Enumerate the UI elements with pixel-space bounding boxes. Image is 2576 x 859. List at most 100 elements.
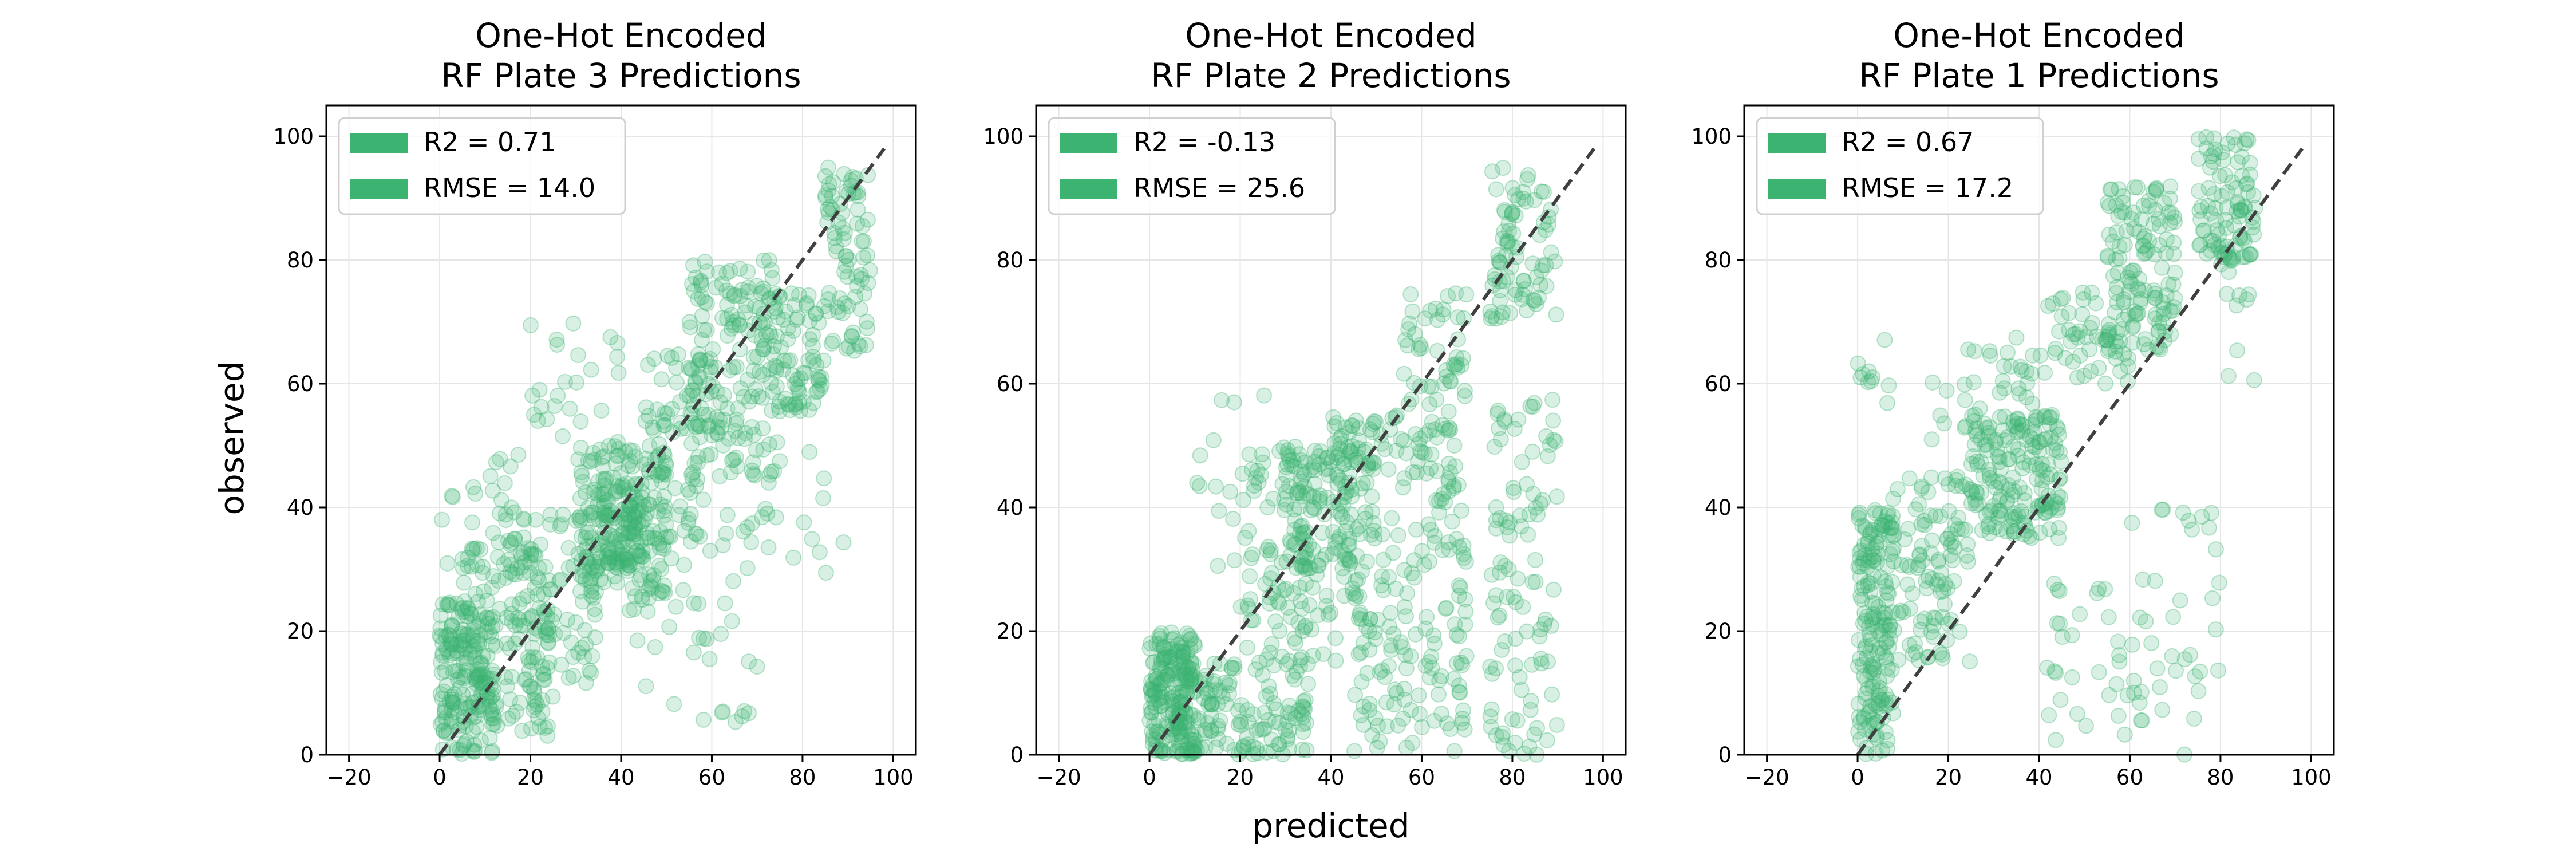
data-point (639, 505, 655, 522)
data-point (614, 477, 631, 494)
data-point (2012, 479, 2028, 495)
legend-label: RMSE = 25.6 (1133, 172, 1305, 203)
data-point (810, 368, 827, 385)
data-point (1179, 670, 1196, 686)
data-point (618, 551, 634, 568)
data-point (478, 669, 495, 685)
data-point (2097, 375, 2113, 392)
data-point (1232, 598, 1249, 615)
data-point (571, 510, 587, 526)
data-point (1396, 470, 1413, 487)
data-point (637, 413, 654, 430)
data-point (1524, 574, 1541, 590)
data-point (630, 503, 646, 520)
data-point (440, 643, 456, 660)
data-point (472, 674, 488, 691)
data-point (438, 677, 455, 694)
data-point (1205, 432, 1222, 448)
data-point (621, 557, 638, 574)
data-point (527, 547, 544, 564)
data-point (692, 369, 708, 386)
data-point (615, 551, 631, 568)
data-point (471, 635, 488, 652)
data-point (577, 530, 594, 546)
data-point (443, 688, 460, 705)
data-point (740, 263, 756, 280)
data-point (2118, 223, 2135, 239)
data-point (1442, 421, 1459, 438)
data-point (1878, 592, 1895, 609)
data-point (745, 454, 761, 471)
data-point (1879, 395, 1895, 411)
data-point (1524, 255, 1541, 272)
data-point (472, 667, 488, 683)
data-point (1384, 510, 1400, 526)
data-point (1427, 300, 1444, 317)
data-point (565, 649, 582, 665)
data-point (630, 547, 647, 564)
data-point (1899, 576, 1916, 593)
data-point (488, 695, 504, 712)
x-tick-label: 60 (698, 765, 725, 790)
data-point (788, 312, 805, 328)
data-point (631, 547, 648, 564)
data-point (469, 661, 486, 678)
data-point (627, 526, 643, 543)
data-point (455, 655, 472, 671)
data-point (479, 648, 496, 664)
data-point (573, 528, 590, 545)
data-point (607, 483, 624, 499)
data-point (1262, 685, 1278, 702)
data-point (633, 548, 650, 565)
data-point (749, 659, 765, 675)
data-point (625, 527, 642, 543)
data-point (1496, 223, 1512, 240)
data-point (453, 601, 469, 617)
x-tick-label: 40 (2025, 765, 2052, 790)
data-point (1973, 454, 1989, 470)
data-point (1350, 440, 1366, 456)
data-point (605, 469, 622, 486)
data-point (1852, 369, 1869, 386)
data-point (534, 703, 551, 720)
data-point (1414, 543, 1430, 559)
data-point (1482, 708, 1499, 725)
data-point (568, 614, 584, 631)
data-point (2074, 306, 2091, 322)
data-point (1257, 704, 1273, 721)
data-point (1890, 652, 1907, 668)
data-point (490, 573, 507, 589)
data-point (479, 592, 495, 609)
chart-title: RF Plate 2 Predictions (1151, 56, 1511, 95)
data-point (1507, 657, 1523, 674)
data-point (499, 678, 516, 695)
data-point (613, 479, 629, 496)
data-point (712, 468, 728, 484)
data-point (1451, 577, 1467, 594)
data-point (521, 678, 538, 695)
data-point (1923, 431, 1940, 448)
data-point (583, 583, 599, 600)
data-point (2148, 181, 2164, 198)
data-point (615, 525, 632, 541)
data-point (544, 688, 561, 705)
data-point (560, 669, 577, 686)
data-point (471, 606, 488, 622)
y-tick-label: 20 (1705, 619, 1732, 644)
legend-swatch (350, 133, 408, 153)
data-point (484, 744, 500, 761)
data-point (574, 640, 590, 656)
data-point (667, 598, 684, 615)
data-point (638, 451, 655, 467)
data-point (659, 348, 676, 364)
data-point (582, 507, 599, 523)
data-point (487, 617, 504, 634)
data-point (1981, 516, 1997, 533)
data-point (670, 346, 687, 362)
data-point (2027, 412, 2044, 429)
data-point (1294, 649, 1310, 666)
data-point (516, 672, 533, 688)
data-point (1962, 653, 1978, 670)
data-point (468, 540, 485, 557)
legend-label: R2 = 0.71 (424, 127, 556, 157)
